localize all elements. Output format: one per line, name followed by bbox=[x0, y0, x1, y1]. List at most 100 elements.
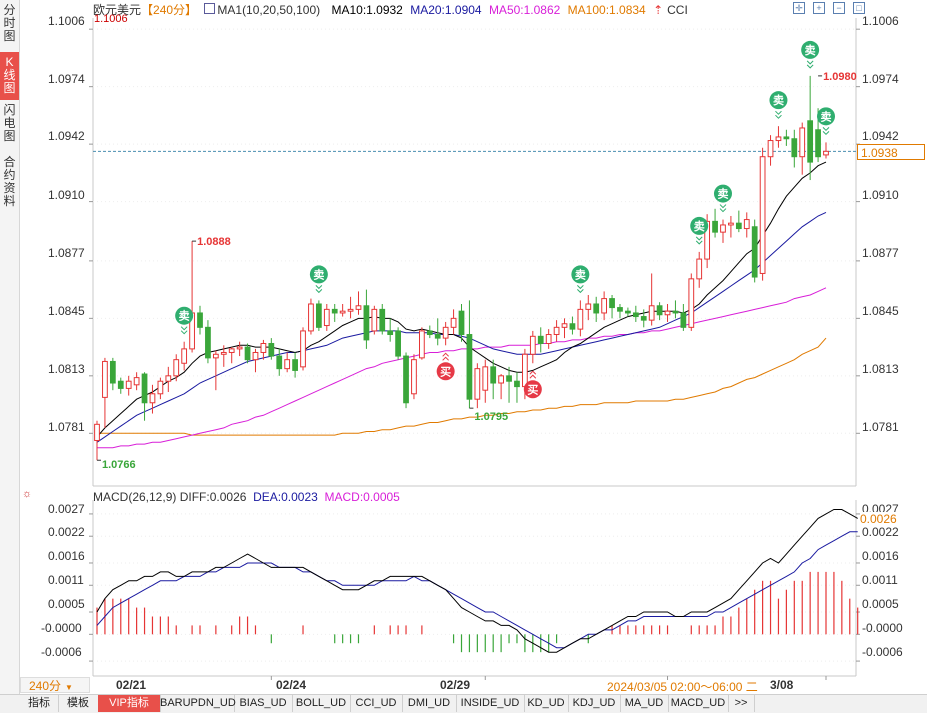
side-tab-contract-info[interactable]: 合约资料 bbox=[3, 155, 16, 208]
side-tab-flash[interactable]: 闪电图 bbox=[3, 103, 16, 143]
period-selector[interactable]: 240分 ▼ bbox=[20, 677, 90, 693]
tab-vip-indicators[interactable]: VIP指标 bbox=[98, 695, 161, 712]
candle-body bbox=[751, 226, 758, 278]
candle bbox=[632, 305, 639, 322]
candle bbox=[791, 129, 798, 168]
sell-marker-circle bbox=[690, 216, 709, 235]
candle-body bbox=[807, 120, 814, 163]
price-tick: 1.0845 bbox=[862, 304, 899, 318]
sell-arrow-icon bbox=[577, 285, 584, 294]
tab-bias[interactable]: BIAS_UD bbox=[234, 695, 293, 712]
macd-settings-icon[interactable]: ☼ bbox=[22, 488, 33, 500]
sell-marker: 卖 bbox=[769, 91, 788, 119]
candle-body bbox=[601, 298, 608, 314]
buy-arrow-icon bbox=[442, 352, 450, 361]
candle-body bbox=[823, 150, 829, 156]
candle bbox=[411, 354, 417, 400]
macd-tick-left: -0.0000 bbox=[41, 621, 82, 635]
candle-body bbox=[696, 258, 703, 280]
macd-tick-left: -0.0006 bbox=[41, 645, 82, 659]
side-tab-kline[interactable]: K线图 bbox=[0, 52, 19, 100]
candle-body bbox=[276, 355, 283, 370]
candle-body bbox=[403, 355, 409, 404]
candle-body bbox=[537, 335, 544, 344]
candle bbox=[545, 329, 552, 349]
tab-inside[interactable]: INSIDE_UD bbox=[456, 695, 525, 712]
buy-marker-label: 买 bbox=[527, 383, 538, 396]
sell-arrow-icon bbox=[315, 285, 323, 294]
tab-indicators[interactable]: 指标 bbox=[20, 695, 59, 712]
side-tab-bar: 分时图 K线图 闪电图 合约资料 bbox=[0, 0, 20, 712]
tab-templates[interactable]: 模板 bbox=[58, 695, 99, 712]
last-price-badge: 1.0938 bbox=[857, 144, 925, 160]
candle bbox=[284, 352, 291, 373]
candle-body bbox=[553, 326, 560, 336]
candle-body bbox=[387, 330, 394, 336]
candle-body bbox=[648, 305, 655, 321]
candle-body bbox=[94, 423, 100, 441]
macd-tick: 0.0022 bbox=[862, 525, 899, 539]
fullscreen-icon[interactable]: □ bbox=[853, 2, 865, 14]
candle-body bbox=[656, 305, 663, 316]
price-tick: 1.1006 bbox=[862, 14, 899, 28]
candle bbox=[109, 357, 116, 391]
ma-header[interactable]: MA1(10,20,50,100) bbox=[204, 3, 324, 17]
candle-body bbox=[363, 305, 370, 341]
zoom-in-icon[interactable]: + bbox=[813, 2, 825, 14]
tab-ma[interactable]: MA_UD bbox=[620, 695, 669, 712]
period-tag: 【240分】 bbox=[141, 3, 198, 17]
candle bbox=[308, 298, 314, 335]
cci-toggle[interactable]: ⇡ CCI bbox=[653, 3, 688, 17]
macd-header[interactable]: MACD(26,12,9) bbox=[93, 490, 177, 504]
candle-body bbox=[426, 330, 433, 336]
candle bbox=[133, 372, 140, 391]
candle-body bbox=[735, 222, 742, 230]
tab-more[interactable]: >> bbox=[728, 695, 755, 712]
tab-boll[interactable]: BOLL_UD bbox=[292, 695, 351, 712]
candle bbox=[315, 300, 322, 331]
candle-body bbox=[680, 312, 687, 328]
candle bbox=[712, 208, 718, 238]
candle bbox=[300, 327, 306, 371]
candle-body bbox=[498, 375, 504, 384]
candle bbox=[125, 375, 132, 396]
expand-icon[interactable]: ✛ bbox=[793, 2, 805, 14]
candle bbox=[759, 147, 766, 281]
sell-marker: 卖 bbox=[713, 184, 732, 213]
candle-body bbox=[141, 373, 148, 404]
candle-body bbox=[664, 310, 671, 316]
sell-arrow-icon bbox=[822, 126, 830, 136]
tab-cci[interactable]: CCI_UD bbox=[350, 695, 403, 712]
sell-arrow-icon bbox=[719, 204, 727, 213]
candle-body bbox=[640, 316, 647, 321]
zoom-out-icon[interactable]: − bbox=[833, 2, 845, 14]
candle bbox=[197, 305, 203, 335]
buy-marker-circle bbox=[523, 380, 542, 399]
candle-body bbox=[434, 334, 441, 339]
tab-barupdn[interactable]: BARUPDN_UD bbox=[160, 695, 236, 712]
side-tab-timeshare[interactable]: 分时图 bbox=[3, 3, 16, 43]
price-tick-left: 1.0910 bbox=[48, 188, 85, 202]
macd-last-value: 0.0026 bbox=[860, 512, 897, 526]
candle bbox=[149, 384, 156, 414]
candle bbox=[157, 377, 164, 400]
candle bbox=[625, 307, 631, 317]
candle bbox=[347, 296, 354, 319]
candle-body bbox=[181, 348, 188, 364]
candle bbox=[823, 142, 829, 159]
candle-body bbox=[514, 380, 520, 388]
candle-body bbox=[585, 303, 592, 310]
candle-body bbox=[506, 375, 512, 382]
price-tick-left: 1.1006 bbox=[48, 14, 85, 28]
tab-kdj[interactable]: KDJ_UD bbox=[568, 695, 621, 712]
candle bbox=[252, 348, 259, 373]
candle bbox=[189, 241, 195, 353]
candle bbox=[395, 327, 401, 360]
tab-dmi[interactable]: DMI_UD bbox=[402, 695, 457, 712]
candle bbox=[537, 327, 544, 353]
tab-kd[interactable]: KD_UD bbox=[524, 695, 569, 712]
tab-macd[interactable]: MACD_UD bbox=[668, 695, 729, 712]
candle bbox=[696, 251, 703, 288]
